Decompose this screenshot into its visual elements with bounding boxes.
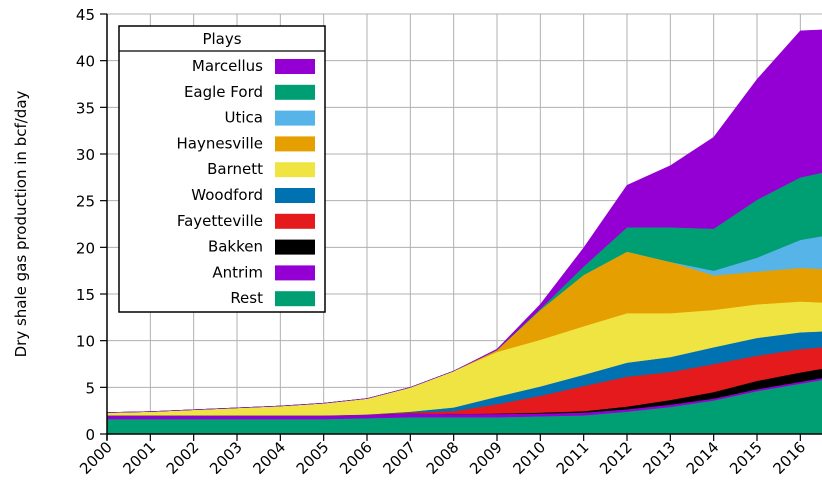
legend-label: Haynesville	[176, 134, 263, 152]
y-tick-label: 15	[76, 286, 95, 304]
x-tick-label: 2016	[769, 438, 809, 478]
x-tick-label: 2004	[249, 438, 289, 478]
y-tick-label: 20	[76, 239, 95, 257]
legend-swatch	[275, 239, 315, 255]
y-tick-label: 35	[76, 99, 95, 117]
y-tick-label: 10	[76, 333, 95, 351]
x-tick-label: 2010	[509, 438, 549, 478]
legend-label: Bakken	[208, 238, 263, 256]
legend-label: Utica	[225, 109, 263, 127]
legend-label: Marcellus	[192, 57, 263, 75]
stacked-areas	[106, 29, 822, 435]
y-tick-label: 0	[85, 426, 95, 444]
area-marcellus	[106, 29, 822, 413]
x-tick-label: 2000	[76, 438, 116, 478]
legend: Plays Marcellus Eagle Ford Utica Haynesvill…	[118, 25, 326, 313]
y-tick-label: 45	[76, 6, 95, 24]
x-tick-label: 2006	[336, 438, 376, 478]
legend-swatch	[275, 291, 315, 307]
legend-swatch	[275, 110, 315, 126]
x-tick-label: 2008	[423, 438, 463, 478]
x-tick-label: 2002	[163, 438, 203, 478]
legend-swatch	[275, 213, 315, 229]
x-tick-label: 2001	[119, 438, 159, 478]
y-tick-label: 5	[85, 379, 95, 397]
legend-title: Plays	[202, 30, 241, 48]
x-tick-label: 2015	[726, 438, 766, 478]
legend-label: Barnett	[207, 160, 263, 178]
x-tick-label: 2009	[466, 438, 506, 478]
legend-swatch	[275, 188, 315, 203]
legend-label: Fayetteville	[177, 212, 263, 230]
x-tick-label: 2014	[683, 438, 723, 478]
x-tick-label: 2005	[293, 438, 333, 478]
legend-swatch	[275, 162, 315, 178]
y-tick-label: 40	[76, 53, 95, 71]
legend-swatch	[275, 136, 315, 152]
y-axis-title: Dry shale gas production in bcf/day	[12, 90, 30, 357]
y-tick-label: 30	[76, 146, 95, 164]
legend-swatch	[275, 59, 315, 74]
legend-swatch	[275, 84, 315, 100]
legend-swatch	[275, 265, 315, 281]
x-tick-label: 2013	[639, 438, 679, 478]
legend-label: Woodford	[191, 186, 263, 204]
legend-label: Antrim	[212, 263, 263, 281]
y-tick-label: 25	[76, 193, 95, 211]
legend-label: Eagle Ford	[184, 83, 263, 101]
x-tick-label: 2012	[596, 438, 636, 478]
x-tick-label: 2011	[553, 438, 593, 478]
legend-label: Rest	[230, 289, 263, 307]
x-tick-label: 2007	[379, 438, 419, 478]
x-tick-label: 2003	[206, 438, 246, 478]
